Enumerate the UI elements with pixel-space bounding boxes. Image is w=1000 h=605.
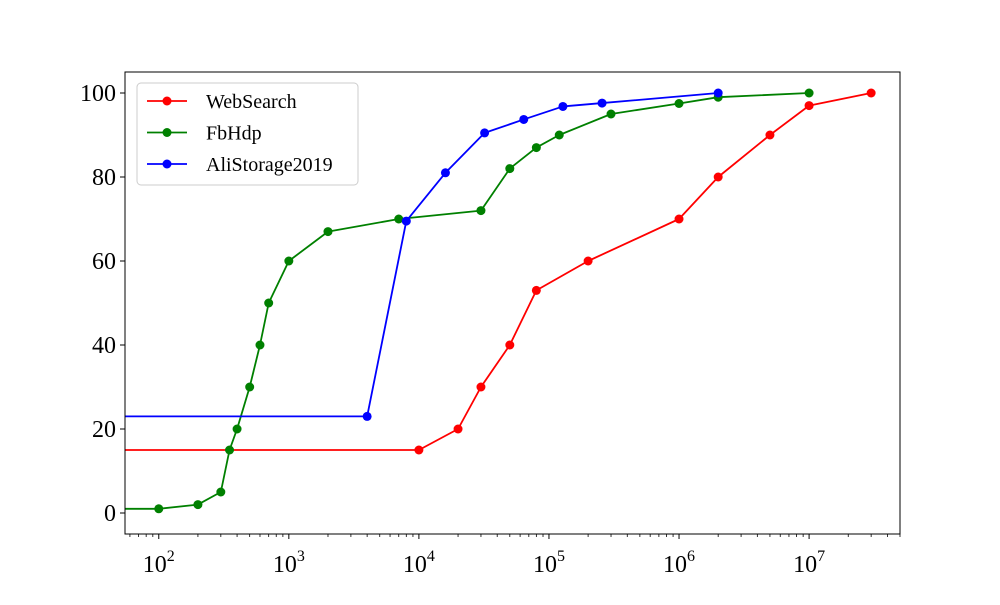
data-point-fbhdp	[554, 130, 564, 140]
series-websearch	[125, 88, 876, 455]
y-tick-label: 40	[92, 333, 116, 359]
y-tick-label: 0	[104, 501, 116, 527]
legend-item-websearch: WebSearch	[147, 91, 297, 113]
x-tick-label: 103	[273, 548, 305, 578]
series-fbhdp	[125, 88, 814, 514]
legend-label-websearch: WebSearch	[206, 91, 297, 113]
data-point-websearch	[866, 88, 876, 98]
legend-label-alistorage2019: AliStorage2019	[206, 154, 333, 176]
legend-box	[136, 82, 359, 186]
data-point-alistorage2019	[558, 101, 568, 111]
data-point-websearch	[531, 285, 541, 295]
data-point-fbhdp	[674, 99, 684, 108]
data-point-alistorage2019	[440, 168, 450, 178]
legend-item-fbhdp: FbHdp	[147, 123, 262, 145]
data-point-alistorage2019	[713, 88, 723, 98]
x-tick-label: 102	[143, 548, 175, 578]
data-point-fbhdp	[284, 256, 294, 266]
data-point-fbhdp	[323, 227, 333, 237]
legend-item-alistorage2019: AliStorage2019	[147, 154, 333, 176]
data-point-websearch	[674, 214, 684, 224]
axes-layer: 0 20 40 60 80 100 102 103 104 105 106 107	[80, 71, 901, 578]
legend: WebSearch FbHdp AliStorage2019	[136, 82, 359, 186]
data-point-fbhdp	[804, 88, 814, 98]
x-tick-label: 106	[663, 548, 695, 578]
y-tick-label: 60	[92, 249, 116, 275]
x-tick-label: 104	[403, 548, 435, 578]
data-point-fbhdp	[245, 382, 255, 392]
data-point-fbhdp	[255, 340, 265, 350]
data-point-fbhdp	[531, 143, 541, 153]
data-point-fbhdp	[225, 445, 235, 455]
data-point-fbhdp	[216, 487, 226, 497]
data-point-alistorage2019	[519, 114, 529, 124]
legend-marker-alistorage2019	[162, 159, 172, 169]
series-layer	[125, 88, 876, 514]
data-point-websearch	[414, 445, 424, 455]
data-point-fbhdp	[264, 298, 274, 308]
data-point-alistorage2019	[597, 98, 607, 108]
data-point-websearch	[765, 130, 775, 140]
data-point-websearch	[476, 382, 486, 392]
y-tick-label: 20	[92, 417, 116, 443]
legend-marker-websearch	[162, 96, 172, 106]
x-tick-label: 105	[533, 548, 565, 578]
data-point-fbhdp	[154, 504, 164, 514]
data-point-alistorage2019	[401, 216, 411, 226]
data-point-websearch	[804, 101, 814, 111]
data-point-websearch	[453, 424, 463, 434]
legend-marker-fbhdp	[162, 128, 172, 137]
data-point-fbhdp	[505, 164, 515, 174]
data-point-fbhdp	[394, 214, 404, 224]
plot-frame	[124, 71, 901, 535]
y-tick-label: 80	[92, 165, 116, 191]
data-point-alistorage2019	[362, 411, 372, 421]
data-point-websearch	[505, 340, 515, 350]
data-point-fbhdp	[232, 424, 242, 434]
series-line-fbhdp	[125, 92, 810, 510]
series-line-websearch	[125, 92, 872, 451]
data-point-websearch	[583, 256, 593, 266]
y-tick-label: 100	[80, 81, 116, 107]
data-point-alistorage2019	[480, 128, 490, 138]
data-point-fbhdp	[193, 500, 203, 510]
data-point-websearch	[713, 172, 723, 182]
x-tick-label: 107	[793, 548, 825, 578]
data-point-fbhdp	[606, 109, 616, 119]
data-point-fbhdp	[476, 206, 486, 216]
series-alistorage2019	[125, 88, 723, 421]
legend-label-fbhdp: FbHdp	[206, 123, 262, 145]
